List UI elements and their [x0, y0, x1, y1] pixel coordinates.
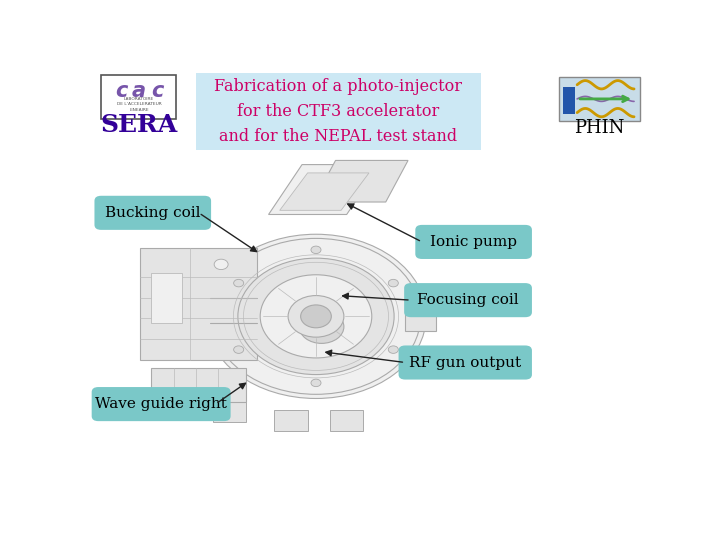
FancyBboxPatch shape [399, 346, 532, 380]
FancyBboxPatch shape [274, 410, 307, 431]
Ellipse shape [388, 279, 398, 287]
Text: c: c [150, 81, 163, 101]
FancyBboxPatch shape [330, 410, 364, 431]
Ellipse shape [301, 305, 331, 328]
Polygon shape [151, 368, 246, 402]
Text: Focusing coil: Focusing coil [417, 293, 519, 307]
Text: LABORATOIRE
DE L'ACCELERATEUR
LINEAIRE: LABORATOIRE DE L'ACCELERATEUR LINEAIRE [117, 97, 161, 111]
Text: Bucking coil: Bucking coil [105, 206, 201, 220]
Ellipse shape [311, 246, 321, 254]
Text: PHIN: PHIN [574, 119, 624, 137]
Text: SERA: SERA [101, 113, 178, 137]
FancyBboxPatch shape [404, 283, 532, 317]
Text: Ionic pump: Ionic pump [430, 235, 517, 249]
Text: Wave guide right: Wave guide right [95, 397, 227, 411]
FancyBboxPatch shape [213, 397, 246, 422]
FancyBboxPatch shape [196, 73, 481, 150]
Ellipse shape [311, 379, 321, 387]
Ellipse shape [260, 275, 372, 358]
Ellipse shape [214, 259, 228, 269]
FancyBboxPatch shape [151, 273, 182, 322]
FancyBboxPatch shape [94, 196, 211, 230]
Polygon shape [405, 298, 436, 331]
FancyBboxPatch shape [91, 387, 230, 421]
Polygon shape [280, 173, 369, 210]
FancyBboxPatch shape [101, 75, 176, 119]
Text: Fabrication of a photo-injector
for the CTF3 accelerator
and for the NEPAL test : Fabrication of a photo-injector for the … [215, 78, 462, 145]
Ellipse shape [300, 310, 344, 343]
Text: a: a [132, 81, 146, 101]
Text: c: c [115, 81, 127, 101]
Polygon shape [313, 160, 408, 202]
Ellipse shape [238, 258, 394, 375]
Ellipse shape [234, 346, 243, 353]
FancyBboxPatch shape [415, 225, 532, 259]
FancyBboxPatch shape [559, 77, 639, 121]
Ellipse shape [212, 238, 420, 394]
Ellipse shape [288, 295, 344, 337]
Polygon shape [269, 165, 380, 214]
Text: RF gun output: RF gun output [409, 355, 521, 369]
Ellipse shape [206, 234, 426, 399]
Ellipse shape [234, 279, 243, 287]
Polygon shape [140, 248, 258, 360]
Ellipse shape [388, 346, 398, 353]
FancyBboxPatch shape [563, 87, 575, 114]
